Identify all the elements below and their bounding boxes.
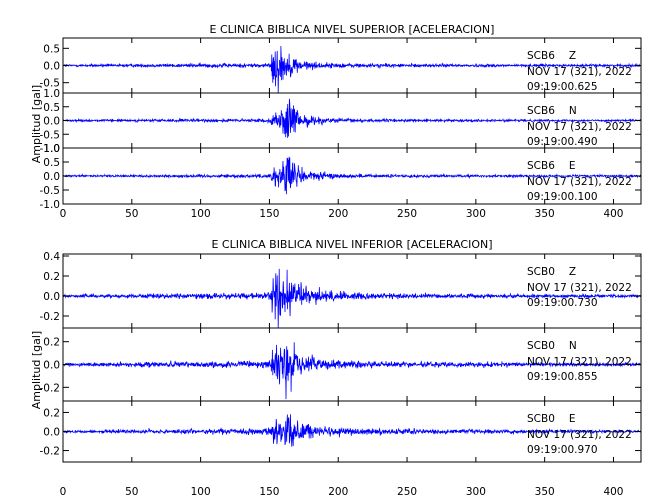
x-tick-label: 250 xyxy=(397,486,417,498)
x-tick-label: 100 xyxy=(191,486,211,498)
component-code: N xyxy=(569,105,577,117)
component-code: N xyxy=(569,340,577,352)
x-tick-label: 400 xyxy=(603,208,623,220)
x-tick-label: 0 xyxy=(60,486,67,498)
date-label: NOV 17 (321), 2022 xyxy=(527,282,632,294)
trace-label: SCB0 Z NOV 17 (321), 2022 09:19:00.730 xyxy=(527,266,632,309)
date-label: NOV 17 (321), 2022 xyxy=(527,121,632,133)
y-tick-label: -0.5 xyxy=(40,185,61,197)
y-tick-label: -0.2 xyxy=(40,446,61,458)
y-tick-label: -0.2 xyxy=(40,382,61,394)
x-tick-label: 250 xyxy=(397,208,417,220)
station-label: SCB6 E xyxy=(527,160,576,172)
time-label: 09:19:00.625 xyxy=(527,81,598,93)
y-tick-label: 0.2 xyxy=(43,271,60,283)
x-tick-label: 350 xyxy=(535,486,555,498)
station-code: SCB6 xyxy=(527,160,555,172)
y-tick-label: 1.0 xyxy=(43,143,60,155)
time-label: 09:19:00.490 xyxy=(527,136,598,148)
waveform-trace xyxy=(62,98,642,138)
station-label: SCB6 N xyxy=(527,105,577,117)
x-tick-label: 100 xyxy=(191,208,211,220)
date-label: NOV 17 (321), 2022 xyxy=(527,66,632,78)
chart-title: E CLINICA BIBLICA NIVEL INFERIOR [ACELER… xyxy=(211,238,492,251)
trace-label: SCB0 E NOV 17 (321), 2022 09:19:00.970 xyxy=(527,413,632,456)
station-label: SCB0 N xyxy=(527,340,577,352)
waveform-trace xyxy=(62,414,642,447)
station-label: SCB6 Z xyxy=(527,50,576,62)
panel-scb0-n: -0.2 0.0 0.2 SCB0 N NOV 17 (321), 2022 09:19:0… xyxy=(40,327,642,402)
x-tick-label: 300 xyxy=(466,486,486,498)
waveform-trace xyxy=(62,268,642,328)
y-tick-label: -1.0 xyxy=(40,199,61,211)
y-axis-label: Amplitud [gal] xyxy=(30,85,43,163)
time-label: 09:19:00.100 xyxy=(527,191,598,203)
station-label: SCB0 E xyxy=(527,413,576,425)
y-tick-label: 0.0 xyxy=(43,116,60,128)
time-label: 09:19:00.730 xyxy=(527,297,598,309)
station-code: SCB0 xyxy=(527,340,555,352)
component-code: Z xyxy=(569,266,576,278)
date-label: NOV 17 (321), 2022 xyxy=(527,176,632,188)
y-axis-label: Amplitud [gal] xyxy=(30,331,43,409)
x-tick-label: 150 xyxy=(259,208,279,220)
y-tick-label: 1.0 xyxy=(43,88,60,100)
x-tick-label: 150 xyxy=(259,486,279,498)
station-label: SCB0 Z xyxy=(527,266,576,278)
component-code: E xyxy=(569,160,576,172)
chart-nivel-superior: E CLINICA BIBLICA NIVEL SUPERIOR [ACELER… xyxy=(30,23,642,220)
waveform-trace xyxy=(62,342,642,400)
chart-nivel-inferior: E CLINICA BIBLICA NIVEL INFERIOR [ACELER… xyxy=(30,238,642,498)
trace-label: SCB6 Z NOV 17 (321), 2022 09:19:00.625 xyxy=(527,50,632,93)
y-tick-label: 0.2 xyxy=(43,407,60,419)
time-label: 09:19:00.855 xyxy=(527,371,598,383)
y-tick-label: 0.0 xyxy=(43,360,60,372)
y-tick-label: 0.2 xyxy=(43,337,60,349)
panel-scb6-n: -1.0 -0.50.0 0.5 1.0 SCB6 N NOV 17 (321), 2022… xyxy=(40,88,642,155)
trace-label: SCB6 N NOV 17 (321), 2022 09:19:00.490 xyxy=(527,105,632,148)
y-tick-label: 0.0 xyxy=(43,171,60,183)
station-code: SCB0 xyxy=(527,413,555,425)
x-tick-label: 0 xyxy=(60,208,67,220)
time-label: 09:19:00.970 xyxy=(527,444,598,456)
trace-label: SCB0 N NOV 17 (321), 2022 09:19:00.855 xyxy=(527,340,632,383)
station-code: SCB6 xyxy=(527,105,555,117)
y-tick-label: -1.0 xyxy=(40,143,61,155)
y-tick-label: 0.5 xyxy=(43,102,60,114)
trace-label: SCB6 E NOV 17 (321), 2022 09:19:00.100 xyxy=(527,160,632,203)
y-tick-label: -0.5 xyxy=(40,129,61,141)
waveform-trace xyxy=(62,45,642,94)
x-tick-label: 200 xyxy=(328,208,348,220)
x-tick-label: 400 xyxy=(603,486,623,498)
station-code: SCB0 xyxy=(527,266,555,278)
y-tick-label: -0.2 xyxy=(40,311,61,323)
panel-scb0-z: -0.2 0.0 0.2 0.4 SCB0 Z NOV 17 (321), 2022 09:1… xyxy=(40,251,642,329)
y-tick-label: 0.4 xyxy=(43,251,60,263)
date-label: NOV 17 (321), 2022 xyxy=(527,356,632,368)
y-tick-label: -0.5 xyxy=(40,78,61,90)
y-tick-label: 0.5 xyxy=(43,157,60,169)
y-tick-label: 0.0 xyxy=(43,291,60,303)
station-code: SCB6 xyxy=(527,50,555,62)
x-tick-label: 50 xyxy=(125,208,138,220)
x-tick-label: 50 xyxy=(125,486,138,498)
x-tick-label: 350 xyxy=(535,208,555,220)
panel-scb0-e: -0.2 0.0 0.2 SCB0 E NOV 17 (321), 2022 09:19:0… xyxy=(40,400,642,463)
component-code: E xyxy=(569,413,576,425)
panel-scb6-e: -1.0 -0.5 0.0 0.5 1.0 SCB6 E NOV 17 (321), 2022… xyxy=(40,143,642,211)
chart-title: E CLINICA BIBLICA NIVEL SUPERIOR [ACELER… xyxy=(210,23,495,36)
waveform-trace xyxy=(62,156,642,195)
y-tick-label: 0.0 xyxy=(43,61,60,73)
y-tick-label: 0.5 xyxy=(43,43,60,55)
x-tick-label: 300 xyxy=(466,208,486,220)
date-label: NOV 17 (321), 2022 xyxy=(527,429,632,441)
component-code: Z xyxy=(569,50,576,62)
panel-scb6-z: -0.5 0.0 0.5 SCB6 Z NOV 17 (321), 2022 09:19:0… xyxy=(40,37,642,94)
x-tick-label: 200 xyxy=(328,486,348,498)
y-tick-label: 0.0 xyxy=(43,427,60,439)
